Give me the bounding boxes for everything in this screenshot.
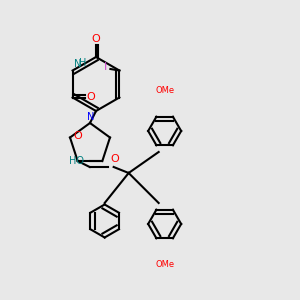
Text: HO: HO: [69, 156, 84, 166]
Text: O: O: [92, 34, 100, 44]
Text: OMe: OMe: [155, 260, 174, 269]
Text: O: O: [73, 131, 82, 141]
Text: N: N: [87, 112, 94, 122]
Text: OMe: OMe: [155, 86, 174, 95]
Text: I: I: [104, 62, 107, 73]
Text: H: H: [79, 58, 86, 68]
Text: O: O: [86, 92, 95, 103]
Text: O: O: [111, 154, 119, 164]
Text: N: N: [74, 59, 82, 69]
